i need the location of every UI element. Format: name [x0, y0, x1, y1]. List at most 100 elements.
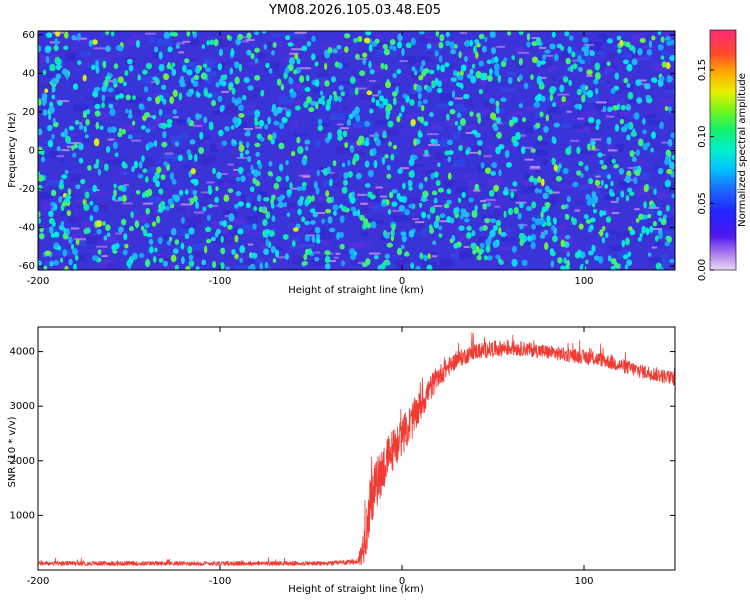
spectrogram-cell	[357, 242, 372, 248]
spectrogram-cell	[364, 160, 370, 168]
spectrogram-cell	[336, 44, 342, 50]
spectrogram-cell	[127, 134, 133, 140]
spectrogram-cell	[186, 147, 198, 152]
spectrogram-cell	[465, 263, 478, 270]
spectrogram-cell	[64, 265, 69, 270]
spectrogram-cell	[373, 254, 379, 260]
spectrogram-cell	[234, 203, 239, 209]
spectrogram-cell	[532, 56, 538, 64]
spectrogram-cell	[431, 54, 442, 62]
spectrogram-cell	[526, 32, 531, 41]
spectrogram-cell	[600, 269, 616, 270]
spectrogram-cell	[643, 184, 649, 193]
spectrogram-cell	[182, 97, 195, 104]
spectrogram-cell	[559, 53, 572, 61]
spectrogram-cell	[587, 173, 602, 178]
spectrogram-cell	[392, 172, 401, 176]
spectrogram-cell	[67, 217, 75, 223]
spectrogram-cell	[460, 64, 467, 72]
snr-x-tick-label: -200	[27, 576, 50, 587]
spectrogram-cell	[75, 39, 89, 44]
spectrogram-cell	[420, 228, 429, 236]
spectrogram-cell	[314, 226, 321, 234]
spectrogram-cell	[187, 245, 193, 254]
spectrogram-cell	[75, 199, 83, 203]
spectrogram-cell	[628, 44, 635, 52]
spectrogram-cell	[577, 66, 583, 72]
spectrogram-cell	[167, 198, 174, 206]
spectrogram-cell	[297, 146, 303, 154]
spectrogram-cell	[238, 113, 245, 118]
spectrogram-cell	[86, 108, 91, 115]
spectrogram-cell	[504, 150, 510, 158]
spectrogram-cell	[287, 201, 296, 208]
spectrogram-cell	[314, 181, 318, 190]
spectrogram-cell	[117, 226, 124, 233]
spectrogram-cell	[521, 256, 532, 264]
spectrogram-cell	[439, 93, 456, 101]
spectrogram-cell	[458, 250, 473, 259]
spectrogram-cell	[234, 234, 239, 243]
spectrogram-cell	[189, 197, 195, 205]
spectrogram-cell	[408, 186, 413, 191]
spectrogram-cell	[477, 139, 483, 146]
spectrogram-cell	[635, 264, 642, 270]
spectrogram-cell	[195, 113, 200, 120]
spectrogram-cell	[483, 155, 492, 158]
spectrogram-cell	[370, 156, 380, 161]
spectrogram-x-label: Height of straight line (km)	[288, 285, 424, 296]
spectrogram-cell	[38, 211, 41, 218]
spectrogram-cell	[38, 217, 42, 224]
spectrogram-cell	[500, 218, 509, 226]
spectrogram-cell	[463, 93, 470, 100]
spectrogram-cell	[227, 163, 234, 166]
spectrogram-cell	[146, 232, 153, 238]
spectrogram-cell	[505, 228, 512, 232]
spectrogram-cell	[211, 110, 228, 115]
spectrogram-cell	[399, 60, 408, 63]
spectrogram-cell	[217, 39, 231, 47]
spectrogram-cell	[43, 265, 48, 270]
spectrogram-cell	[486, 255, 493, 261]
spectrogram-cell	[373, 269, 389, 270]
spectrogram-cell	[656, 260, 669, 268]
spectrogram-cell	[372, 220, 384, 224]
spectrogram-cell	[660, 75, 665, 82]
spectrogram-cell	[538, 76, 547, 79]
spectrogram-cell	[346, 119, 352, 126]
spectrogram-cell	[95, 60, 99, 69]
spectrogram-cell	[272, 132, 277, 140]
spectrogram-cell	[264, 261, 269, 269]
spectrogram-cell	[349, 241, 365, 249]
spectrogram-cell	[450, 253, 459, 260]
spectrogram-cell	[164, 152, 174, 155]
spectrogram-cell	[530, 175, 534, 181]
spectrogram-cell	[649, 225, 654, 233]
spectrogram-cell	[660, 218, 667, 226]
spectrogram-cell	[123, 233, 128, 241]
spectrogram-cell	[287, 54, 295, 60]
spectrogram-cell	[234, 76, 240, 85]
spectrogram-cell	[289, 52, 299, 55]
spectrogram-cell	[262, 218, 268, 227]
spectrogram-cell	[604, 76, 619, 80]
spectrogram-cell	[303, 171, 310, 177]
spectrogram-cell	[651, 203, 656, 209]
spectrogram-cell	[421, 211, 427, 219]
spectrogram-cell	[259, 242, 273, 250]
spectrogram-cell	[481, 266, 493, 270]
spectrogram-cell	[660, 55, 665, 61]
spectrogram-cell	[96, 203, 110, 212]
spectrogram-cell	[101, 102, 106, 109]
spectrogram-cell	[434, 152, 444, 160]
spectrogram-cell	[75, 37, 87, 40]
spectrogram-cell	[179, 133, 188, 139]
spectrogram-cell	[489, 229, 496, 238]
spectrogram-cell	[338, 81, 353, 85]
spectrogram-cell	[359, 214, 365, 221]
spectrogram-cell	[272, 42, 277, 48]
spectrogram-cell	[62, 239, 70, 246]
spectrogram-cell	[631, 58, 638, 66]
spectrogram-cell	[329, 112, 346, 120]
spectrogram-cell	[479, 226, 484, 232]
